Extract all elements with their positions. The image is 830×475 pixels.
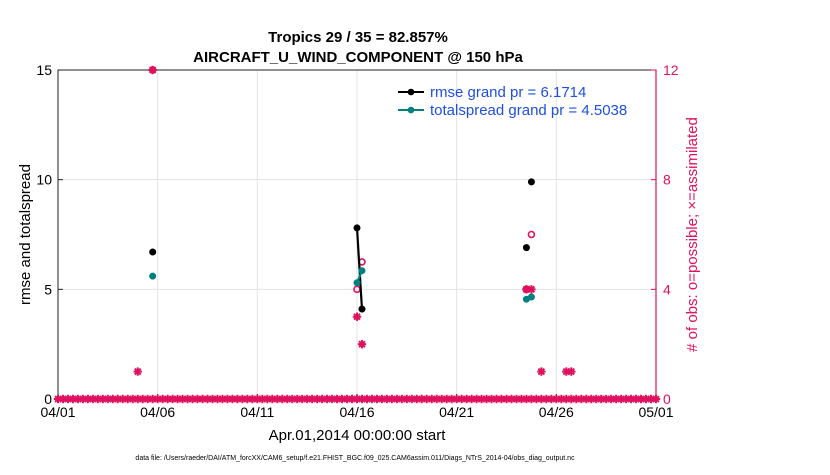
obs-baseline-marker <box>113 394 122 404</box>
obs-assimilated-stroke <box>353 313 361 321</box>
y-axis-label-right: # of obs: o=possible; ×=assimilated <box>684 117 701 352</box>
totalspread-point <box>353 279 361 287</box>
y-tick-label-right: 8 <box>663 172 671 188</box>
y-tick-label-right: 0 <box>663 391 671 407</box>
obs-possible-marker <box>148 66 157 74</box>
obs-assimilated-marker <box>352 312 362 321</box>
x-tick-label: 04/01 <box>40 404 75 420</box>
obs-assimilated-marker <box>567 367 576 376</box>
chart-subtitle: AIRCRAFT_U_WIND_COMPONENT @ 150 hPa <box>193 49 523 66</box>
obs-assimilated-marker <box>357 339 367 349</box>
legend: rmse grand pr = 6.1714 totalspread grand… <box>398 84 627 119</box>
obs-assimilated-stroke <box>537 367 546 376</box>
obs-baseline-marker <box>651 394 661 404</box>
y-axis-label-left: rmse and totalspread <box>17 164 34 305</box>
x-tick-label: 04/26 <box>539 404 574 420</box>
obs-assimilated-stroke <box>358 340 366 348</box>
totalspread-point <box>527 293 535 301</box>
totalspread-point <box>149 272 157 280</box>
rmse-point <box>353 224 361 232</box>
obs-baseline-marker <box>143 394 152 404</box>
totalspread-point <box>358 267 366 275</box>
rmse-point <box>522 244 530 252</box>
legend-marker-rmse <box>407 88 415 96</box>
y-tick-label-left: 5 <box>44 281 52 297</box>
chart-title: Tropics 29 / 35 = 82.857% <box>268 29 448 46</box>
legend-label-rmse: rmse grand pr = 6.1714 <box>430 84 586 101</box>
rmse-point <box>149 248 157 256</box>
x-tick-label: 05/01 <box>638 404 673 420</box>
legend-label-spread: totalspread grand pr = 4.5038 <box>430 102 627 119</box>
rmse-point <box>527 178 535 186</box>
obs-possible-marker <box>522 285 531 294</box>
obs-assimilated-marker <box>133 367 142 376</box>
obs-assimilated-stroke <box>134 367 142 376</box>
grid <box>58 70 656 399</box>
axis-ticks: 04/01 04/06 04/11 04/16 04/21 04/26 05/0105101… <box>36 62 678 420</box>
x-tick-label: 04/11 <box>240 404 274 420</box>
data-file-footnote: data file: /Users/raeder/DAI/ATM_forcXX/… <box>135 455 575 462</box>
obs-assimilated-marker <box>537 367 546 376</box>
obs-assimilated-stroke <box>567 367 575 376</box>
y-tick-label-right: 12 <box>663 62 679 78</box>
obs-assimilated-stroke <box>652 395 660 403</box>
y-tick-label-right: 4 <box>663 281 671 297</box>
rmse-point <box>358 305 366 313</box>
y-tick-label-left: 0 <box>44 391 52 407</box>
legend-marker-spread <box>407 106 415 114</box>
x-tick-label: 04/06 <box>140 404 175 420</box>
obs-possible-marker <box>527 230 536 239</box>
obs-count-markers <box>53 65 661 404</box>
data-series <box>149 178 535 313</box>
y-tick-label-left: 10 <box>36 172 52 188</box>
x-tick-label: 04/21 <box>439 404 474 420</box>
x-axis-label: Apr.01,2014 00:00:00 start <box>269 427 447 444</box>
x-tick-label: 04/16 <box>339 404 374 420</box>
y-tick-label-left: 15 <box>36 62 52 78</box>
